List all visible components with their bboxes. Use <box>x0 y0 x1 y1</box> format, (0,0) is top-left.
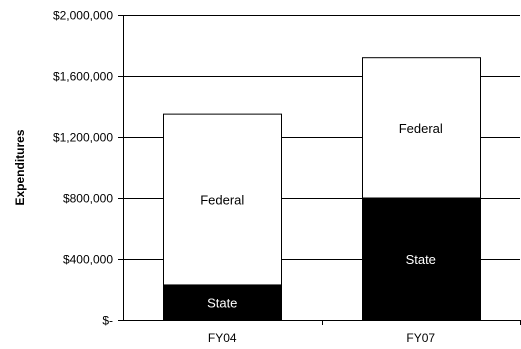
y-tick-label: $2,000,000 <box>53 9 113 23</box>
y-tick-label: $1,200,000 <box>53 131 113 145</box>
x-tick-label: FY04 <box>208 331 237 345</box>
y-tick-label: $- <box>102 314 113 328</box>
segment-label-federal: Federal <box>200 193 244 208</box>
segment-label-federal: Federal <box>399 121 443 136</box>
bar-segment-federal <box>163 113 282 286</box>
y-axis-title: Expenditures <box>13 129 27 205</box>
x-axis: FY04 FY07 <box>123 320 521 345</box>
segment-labels: State Federal State Federal <box>200 121 443 311</box>
y-axis: $- $400,000 $800,000 $1,200,000 $1,600,000 $2… <box>53 9 124 328</box>
y-tick-label: $800,000 <box>63 192 113 206</box>
segment-label-state: State <box>406 252 436 267</box>
bar-segment-state <box>163 284 282 321</box>
bar-segment-state <box>362 197 481 321</box>
bars <box>163 57 481 321</box>
segment-label-state: State <box>207 295 237 310</box>
y-tick-label: $400,000 <box>63 253 113 267</box>
y-tick-label: $1,600,000 <box>53 70 113 84</box>
x-tick-label: FY07 <box>406 331 435 345</box>
bar-segment-federal <box>362 57 481 199</box>
